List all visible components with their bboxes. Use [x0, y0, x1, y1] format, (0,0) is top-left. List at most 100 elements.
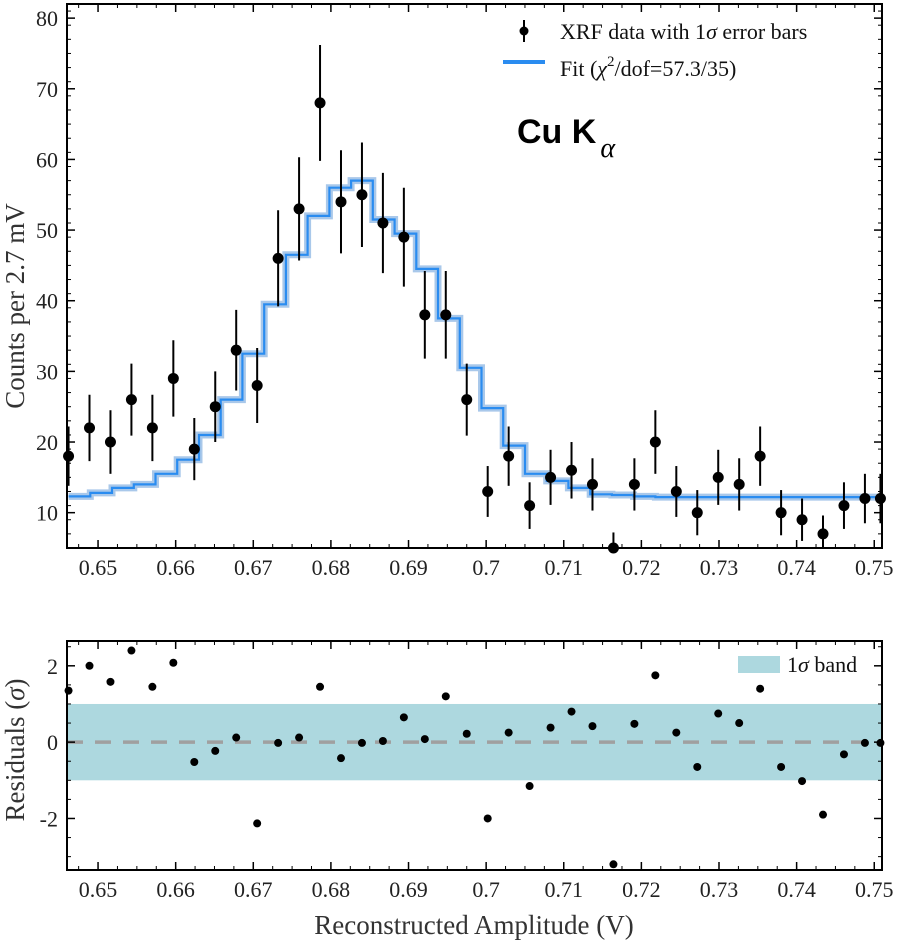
data-point: [503, 426, 515, 486]
legend-band-swatch: [738, 656, 780, 673]
data-point: [63, 426, 75, 486]
residuals-x-tick-labels: 0.65 0.66 0.67 0.68 0.69 0.7 0.71 0.72 0.73 0.74 0…: [79, 877, 894, 902]
data-marker: [125, 394, 137, 406]
residual-point: [756, 684, 765, 693]
residual-point: [777, 762, 786, 771]
data-point: [419, 271, 431, 359]
data-point: [293, 157, 305, 261]
residual-point: [232, 733, 241, 742]
main-legend: XRF data with 1σ error bars Fit (χ2/dof=…: [503, 19, 807, 81]
data-point: [754, 426, 766, 486]
y-tick-label: 40: [36, 289, 58, 314]
y-tick-label: 30: [36, 359, 58, 384]
residual-point: [336, 754, 345, 763]
x-tick-label: 0.68: [312, 555, 351, 580]
residual-point: [630, 719, 639, 728]
x-tick-label: 0.75: [855, 555, 894, 580]
x-tick-label: 0.69: [389, 555, 428, 580]
data-point: [104, 410, 116, 474]
data-marker: [545, 471, 557, 483]
data-marker: [188, 443, 200, 455]
y-tick-label: 20: [36, 430, 58, 455]
residual-point: [693, 762, 702, 771]
x-tick-label: 0.66: [156, 877, 195, 902]
data-point: [649, 410, 661, 474]
residual-point: [567, 707, 576, 716]
y-tick-label: 2: [47, 654, 58, 679]
residual-point: [798, 777, 807, 786]
x-tick-label: 0.65: [79, 555, 118, 580]
main-plot-frame: [66, 3, 883, 549]
annotation-subscript: α: [600, 133, 616, 164]
residuals-plot-frame: [66, 640, 883, 871]
x-tick-label: 0.7: [472, 555, 500, 580]
data-marker: [712, 471, 724, 483]
data-point: [566, 442, 578, 499]
data-point: [230, 309, 242, 391]
data-point: [691, 490, 703, 536]
residual-point: [839, 750, 848, 759]
residuals-axis-ticks: [67, 641, 882, 870]
data-marker: [482, 485, 494, 497]
data-marker: [524, 500, 536, 512]
data-point: [628, 458, 640, 511]
data-marker: [167, 372, 179, 384]
data-marker: [566, 464, 578, 476]
data-point: [874, 473, 886, 524]
residual-point: [357, 738, 366, 747]
residuals-y-axis-title: Residuals (σ): [0, 678, 30, 821]
x-tick-label: 0.73: [700, 555, 739, 580]
x-tick-label: 0.74: [777, 555, 816, 580]
residual-point: [546, 723, 555, 732]
data-marker: [874, 493, 886, 505]
data-marker: [628, 478, 640, 490]
data-marker: [356, 189, 368, 201]
legend-entry-fit: Fit (χ2/dof=57.3/35): [503, 54, 736, 81]
data-point: [356, 142, 368, 248]
data-point: [84, 394, 96, 462]
data-point: [817, 515, 829, 548]
residuals-panel: 0.65 0.66 0.67 0.68 0.69 0.7 0.71 0.72 0.73 0.74 0…: [0, 640, 894, 940]
data-point: [209, 371, 221, 443]
x-tick-label: 0.69: [389, 877, 428, 902]
residual-point: [525, 782, 534, 791]
residual-point: [316, 682, 325, 691]
data-point: [125, 363, 137, 436]
main-axis-ticks: [67, 4, 882, 549]
x-tick-label: 0.71: [545, 555, 584, 580]
residual-point: [127, 646, 136, 655]
data-point: [712, 449, 724, 505]
data-point: [398, 187, 410, 287]
data-marker: [335, 196, 347, 208]
data-marker: [230, 344, 242, 356]
x-tick-label: 0.67: [234, 877, 273, 902]
residual-point: [106, 677, 115, 686]
x-tick-label: 0.66: [156, 555, 195, 580]
data-point: [838, 482, 850, 529]
residual-point: [462, 729, 471, 738]
data-points-layer: [63, 44, 886, 554]
y-tick-label: 0: [47, 730, 58, 755]
data-marker: [817, 528, 829, 540]
data-point: [733, 458, 745, 511]
y-tick-label: 70: [36, 77, 58, 102]
x-tick-label: 0.68: [312, 877, 351, 902]
data-marker: [461, 394, 473, 406]
residual-point: [651, 671, 660, 680]
residual-point: [504, 728, 513, 737]
legend-label-fit: Fit (χ2/dof=57.3/35): [560, 54, 736, 81]
data-marker: [146, 422, 158, 434]
x-tick-label: 0.75: [855, 877, 894, 902]
residual-point: [483, 814, 492, 823]
residual-point: [672, 728, 681, 737]
x-axis-title: Reconstructed Amplitude (V): [314, 910, 633, 940]
data-point: [146, 394, 158, 462]
data-marker: [691, 507, 703, 519]
x-tick-label: 0.72: [622, 555, 661, 580]
data-marker: [796, 514, 808, 526]
data-marker: [733, 478, 745, 490]
legend-point-marker: [519, 26, 529, 36]
residual-point: [399, 713, 408, 722]
residual-point: [169, 658, 178, 667]
residual-point: [819, 810, 828, 819]
